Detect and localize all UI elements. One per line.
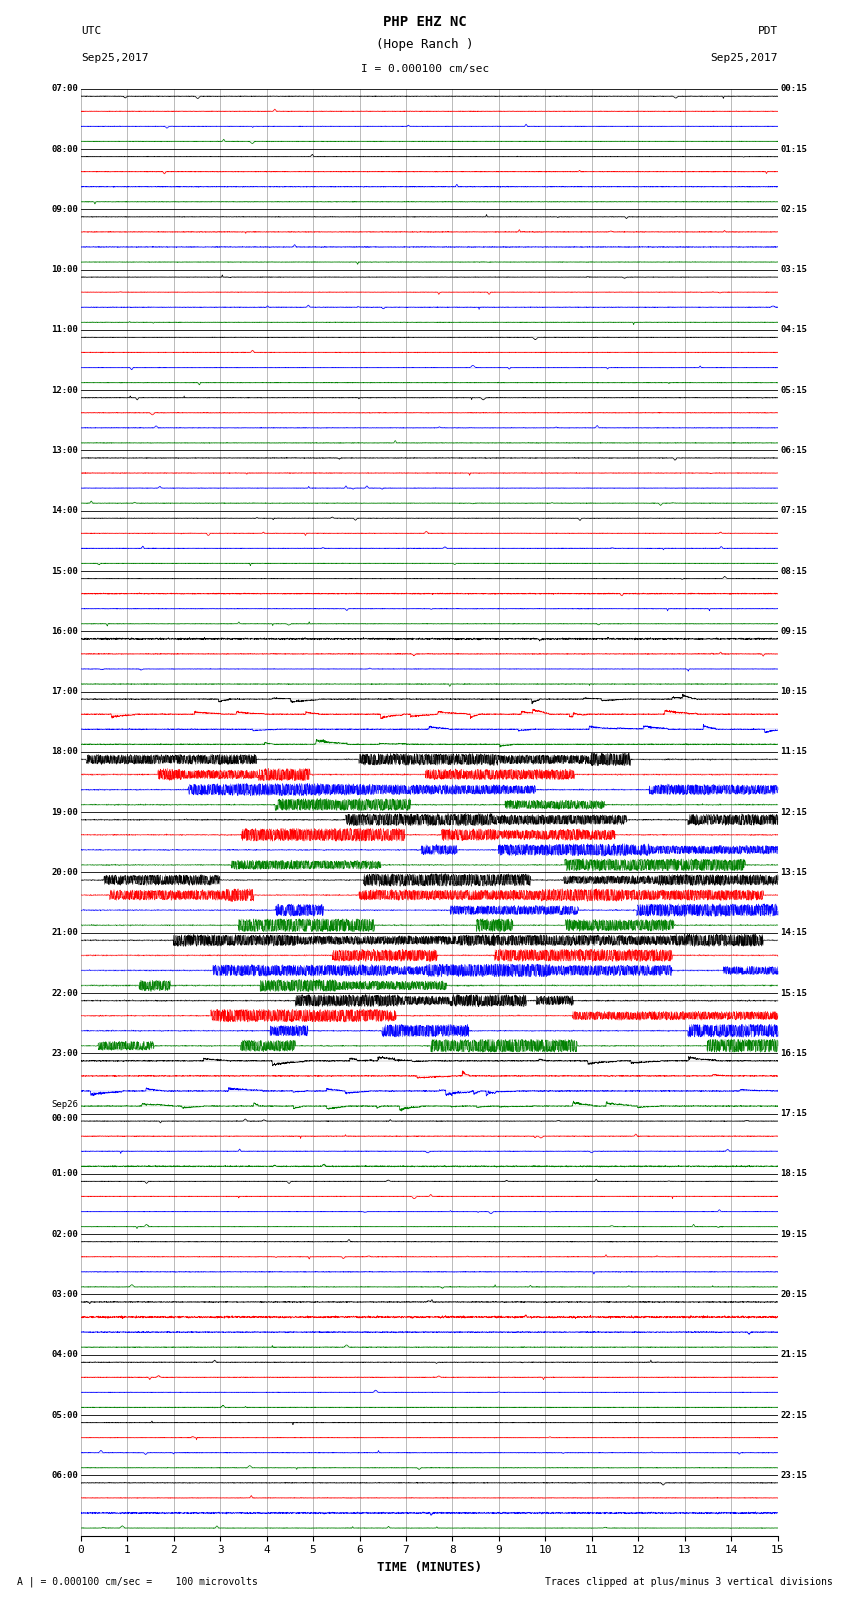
- Text: 13:00: 13:00: [51, 445, 78, 455]
- Text: Sep25,2017: Sep25,2017: [711, 53, 778, 63]
- Text: 15:15: 15:15: [780, 989, 808, 997]
- Text: 23:15: 23:15: [780, 1471, 808, 1479]
- X-axis label: TIME (MINUTES): TIME (MINUTES): [377, 1561, 482, 1574]
- Text: 00:15: 00:15: [780, 84, 808, 94]
- Text: 19:00: 19:00: [51, 808, 78, 816]
- Text: 12:15: 12:15: [780, 808, 808, 816]
- Text: 05:15: 05:15: [780, 386, 808, 395]
- Text: 22:00: 22:00: [51, 989, 78, 997]
- Text: 08:00: 08:00: [51, 145, 78, 153]
- Text: 15:00: 15:00: [51, 566, 78, 576]
- Text: 07:00: 07:00: [51, 84, 78, 94]
- Text: Traces clipped at plus/minus 3 vertical divisions: Traces clipped at plus/minus 3 vertical …: [545, 1578, 833, 1587]
- Text: 10:15: 10:15: [780, 687, 808, 697]
- Text: 20:15: 20:15: [780, 1290, 808, 1298]
- Text: 07:15: 07:15: [780, 506, 808, 515]
- Text: 12:00: 12:00: [51, 386, 78, 395]
- Text: PDT: PDT: [757, 26, 778, 35]
- Text: 10:00: 10:00: [51, 265, 78, 274]
- Text: 06:00: 06:00: [51, 1471, 78, 1479]
- Text: A | = 0.000100 cm/sec =    100 microvolts: A | = 0.000100 cm/sec = 100 microvolts: [17, 1578, 258, 1587]
- Text: 16:15: 16:15: [780, 1048, 808, 1058]
- Text: 16:00: 16:00: [51, 627, 78, 636]
- Text: Sep26: Sep26: [51, 1100, 78, 1108]
- Text: PHP EHZ NC: PHP EHZ NC: [383, 15, 467, 29]
- Text: 03:00: 03:00: [51, 1290, 78, 1298]
- Text: 09:00: 09:00: [51, 205, 78, 215]
- Text: I = 0.000100 cm/sec: I = 0.000100 cm/sec: [361, 65, 489, 74]
- Text: 17:00: 17:00: [51, 687, 78, 697]
- Text: 14:00: 14:00: [51, 506, 78, 515]
- Text: (Hope Ranch ): (Hope Ranch ): [377, 37, 473, 52]
- Text: 02:00: 02:00: [51, 1229, 78, 1239]
- Text: 13:15: 13:15: [780, 868, 808, 877]
- Text: Sep25,2017: Sep25,2017: [81, 53, 148, 63]
- Text: 22:15: 22:15: [780, 1410, 808, 1419]
- Text: 18:00: 18:00: [51, 747, 78, 756]
- Text: 09:15: 09:15: [780, 627, 808, 636]
- Text: 02:15: 02:15: [780, 205, 808, 215]
- Text: 08:15: 08:15: [780, 566, 808, 576]
- Text: 03:15: 03:15: [780, 265, 808, 274]
- Text: 06:15: 06:15: [780, 445, 808, 455]
- Text: 17:15: 17:15: [780, 1110, 808, 1118]
- Text: 01:00: 01:00: [51, 1169, 78, 1179]
- Text: 21:00: 21:00: [51, 927, 78, 937]
- Text: 20:00: 20:00: [51, 868, 78, 877]
- Text: 05:00: 05:00: [51, 1410, 78, 1419]
- Text: 11:00: 11:00: [51, 326, 78, 334]
- Text: 11:15: 11:15: [780, 747, 808, 756]
- Text: 23:00: 23:00: [51, 1048, 78, 1058]
- Text: 04:00: 04:00: [51, 1350, 78, 1360]
- Text: 14:15: 14:15: [780, 927, 808, 937]
- Text: 21:15: 21:15: [780, 1350, 808, 1360]
- Text: UTC: UTC: [81, 26, 101, 35]
- Text: 18:15: 18:15: [780, 1169, 808, 1179]
- Text: 04:15: 04:15: [780, 326, 808, 334]
- Text: 19:15: 19:15: [780, 1229, 808, 1239]
- Text: 00:00: 00:00: [51, 1113, 78, 1123]
- Text: 01:15: 01:15: [780, 145, 808, 153]
